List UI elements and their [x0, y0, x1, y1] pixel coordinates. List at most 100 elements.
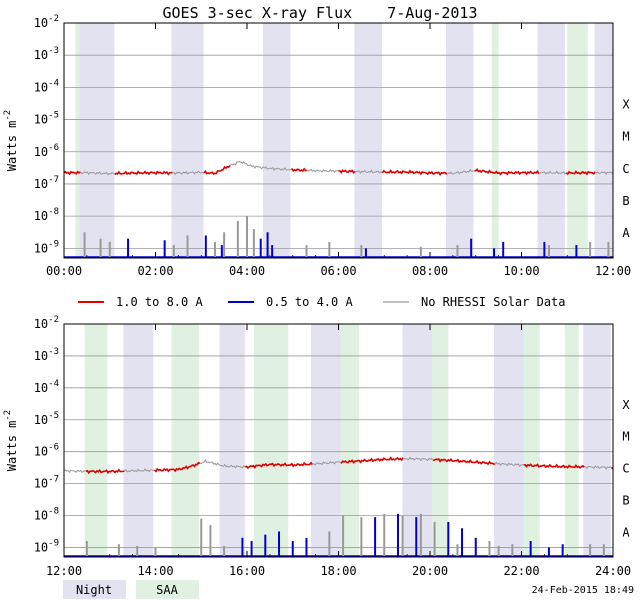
timestamp: 24-Feb-2015 18:49 [532, 585, 634, 596]
y-tick-base: 10 [34, 113, 48, 127]
long-channel-nodata-line [354, 169, 383, 174]
y-axis-label: Watts m-2 [3, 410, 19, 471]
flare-class-label: B [622, 494, 629, 508]
y-tick-base: 10 [34, 381, 48, 395]
x-tick-label: 24:00 [595, 564, 631, 578]
y-tick-label: 10-3 [34, 46, 59, 62]
y-tick-label: 10-8 [34, 507, 59, 523]
x-tick-label: 04:00 [229, 264, 265, 278]
x-tick-label: 18:00 [320, 564, 356, 578]
long-channel-line [565, 170, 596, 176]
y-tick-label: 10-4 [34, 379, 59, 395]
night-band [537, 23, 565, 258]
x-tick-label: 12:00 [46, 564, 82, 578]
flare-class-label: X [622, 97, 630, 111]
y-tick-label: 10-6 [34, 443, 59, 459]
y-tick-base: 10 [34, 177, 48, 191]
night-band [219, 324, 245, 557]
long-channel-line [474, 168, 540, 176]
plot-frame [63, 22, 614, 259]
y-tick-label: 10-5 [34, 411, 59, 427]
long-channel-nodata-line [199, 459, 246, 469]
flare-class-label: C [622, 162, 629, 176]
y-tick-base: 10 [34, 209, 48, 223]
flare-class-label: A [622, 226, 630, 240]
y-tick-exponent: -4 [48, 78, 59, 88]
long-channel-line [291, 167, 307, 173]
long-channel-nodata-line [446, 168, 475, 175]
x-tick-label: 22:00 [503, 564, 539, 578]
chart-title: GOES 3-sec X-ray Flux 7-Aug-2013 [163, 4, 478, 22]
y-tick-label: 10-9 [34, 239, 59, 255]
long-channel-line [244, 461, 314, 470]
long-channel-line [63, 170, 81, 176]
y-tick-label: 10-6 [34, 143, 59, 159]
y-tick-exponent: -2 [48, 14, 59, 24]
y-axis-label-exp: -2 [3, 410, 13, 421]
saa-band [491, 23, 499, 258]
x-tick-label: 20:00 [412, 564, 448, 578]
long-channel-line [432, 457, 496, 466]
y-tick-base: 10 [34, 317, 48, 331]
long-channel-nodata-line [402, 456, 434, 462]
y-axis-label: Watts m-2 [3, 110, 19, 171]
saa-band [523, 324, 540, 557]
y-tick-base: 10 [34, 445, 48, 459]
saa-band [567, 23, 588, 258]
x-tick-label: 10:00 [503, 264, 539, 278]
bottom-legend-swatch [136, 580, 199, 599]
y-tick-label: 10-7 [34, 475, 59, 491]
y-axis-label-main: Watts m [5, 421, 19, 472]
y-tick-base: 10 [34, 241, 48, 255]
bottom-legend-label: SAA [156, 583, 178, 597]
long-channel-nodata-line [63, 469, 87, 474]
y-tick-label: 10-4 [34, 78, 59, 94]
night-band [446, 23, 474, 258]
night-band [311, 324, 341, 557]
legend-label: 0.5 to 4.0 A [266, 295, 353, 309]
y-tick-base: 10 [34, 80, 48, 94]
bottom-legend: Night SAA [63, 580, 199, 599]
long-channel-nodata-line [80, 171, 116, 176]
title-date: 7-Aug-2013 [387, 4, 477, 22]
bottom-legend-swatch [63, 580, 126, 599]
x-tick-label: 02:00 [137, 264, 173, 278]
long-channel-nodata-line [124, 468, 155, 473]
y-tick-exponent: -4 [48, 379, 59, 389]
flare-class-label: B [622, 194, 629, 208]
x-tick-label: 06:00 [320, 264, 356, 278]
long-channel-nodata-line [306, 168, 339, 174]
flare-class-label: A [622, 525, 630, 539]
long-channel-nodata-line [312, 460, 342, 466]
x-tick-label: 16:00 [229, 564, 265, 578]
long-channel-nodata-line [538, 170, 567, 175]
night-band [583, 324, 611, 557]
night-band [402, 324, 433, 557]
y-tick-exponent: -8 [48, 207, 59, 217]
legend-label: 1.0 to 8.0 A [116, 295, 203, 309]
y-tick-exponent: -6 [48, 443, 59, 453]
long-channel-nodata-line [494, 461, 524, 468]
flare-class-label: X [622, 398, 630, 412]
long-channel-line [523, 463, 585, 469]
y-tick-exponent: -5 [48, 111, 59, 121]
x-tick-label: 14:00 [137, 564, 173, 578]
long-channel-line [203, 165, 231, 176]
y-tick-label: 10-5 [34, 111, 59, 127]
bottom-legend-label: Night [76, 583, 112, 597]
long-channel-line [85, 468, 125, 475]
flare-class-label: C [622, 462, 629, 476]
night-band [80, 23, 115, 258]
y-tick-base: 10 [34, 413, 48, 427]
long-channel-nodata-line [584, 465, 612, 470]
long-channel-line [154, 461, 201, 473]
y-tick-exponent: -9 [48, 538, 59, 548]
y-tick-exponent: -3 [48, 347, 59, 357]
y-tick-base: 10 [34, 349, 48, 363]
saa-band [564, 324, 579, 557]
x-tick-label: 08:00 [412, 264, 448, 278]
y-tick-exponent: -7 [48, 475, 59, 485]
x-tick-label: 00:00 [46, 264, 82, 278]
